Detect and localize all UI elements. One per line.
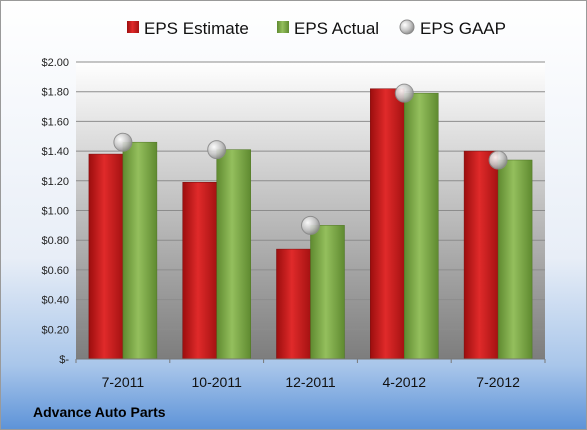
marker-eps-gaap bbox=[207, 140, 227, 160]
x-axis-ticks: 7-2011 10-2011 12-2011 4-2012 7-2012 bbox=[75, 359, 546, 390]
footer-company-name: Advance Auto Parts bbox=[33, 404, 166, 420]
marker-eps-gaap bbox=[301, 215, 320, 235]
marker-eps-gaap bbox=[488, 150, 508, 170]
x-tick-label: 12-2011 bbox=[285, 374, 336, 390]
y-tick-label: $1.00 bbox=[41, 206, 69, 218]
x-tick-label: 7-2011 bbox=[102, 374, 145, 390]
bar-eps-actual bbox=[216, 149, 251, 360]
y-tick-label: $- bbox=[59, 354, 69, 366]
y-tick-label: $1.80 bbox=[41, 87, 69, 99]
legend-swatch-eps-gaap bbox=[399, 19, 415, 35]
bar-eps-estimate bbox=[88, 153, 124, 360]
y-tick-label: $0.80 bbox=[41, 235, 69, 247]
y-tick-label: $0.40 bbox=[41, 295, 69, 307]
bar-eps-actual bbox=[122, 141, 158, 360]
bar-eps-estimate bbox=[463, 150, 499, 360]
bar-eps-actual bbox=[404, 92, 439, 360]
bar-eps-actual bbox=[497, 159, 533, 360]
legend-label-eps-actual: EPS Actual bbox=[294, 19, 379, 38]
bar-eps-estimate bbox=[182, 182, 217, 360]
legend-item-eps-estimate: EPS Estimate bbox=[127, 19, 249, 38]
y-tick-label: $2.00 bbox=[41, 57, 69, 69]
gaap-markers bbox=[113, 83, 508, 235]
bar-eps-actual bbox=[310, 225, 345, 360]
y-tick-label: $0.20 bbox=[41, 324, 69, 336]
y-axis-ticks: $- $0.20 $0.40 $0.60 $0.80 $1.00 $1.20 $1.40 $1.… bbox=[41, 57, 69, 366]
bar-eps-estimate bbox=[276, 248, 311, 360]
marker-eps-gaap bbox=[113, 132, 133, 152]
y-tick-label: $1.40 bbox=[41, 146, 69, 158]
x-tick-label: 7-2012 bbox=[476, 374, 520, 390]
y-tick-label: $1.20 bbox=[41, 176, 69, 188]
bar-eps-estimate bbox=[370, 88, 405, 360]
legend-item-eps-gaap: EPS GAAP bbox=[399, 19, 506, 38]
legend-label-eps-estimate: EPS Estimate bbox=[144, 19, 249, 38]
x-tick-label: 4-2012 bbox=[383, 374, 427, 390]
y-tick-label: $0.60 bbox=[41, 265, 69, 277]
y-tick-label: $1.60 bbox=[41, 116, 69, 128]
legend-label-eps-gaap: EPS GAAP bbox=[420, 19, 506, 38]
legend-swatch-eps-actual bbox=[277, 21, 289, 33]
marker-eps-gaap bbox=[394, 83, 414, 103]
legend-item-eps-actual: EPS Actual bbox=[277, 19, 379, 38]
bars bbox=[88, 88, 533, 360]
legend-swatch-eps-estimate bbox=[127, 21, 139, 33]
legend: EPS Estimate EPS Actual EPS GAAP bbox=[127, 19, 506, 38]
x-tick-label: 10-2011 bbox=[192, 374, 243, 390]
